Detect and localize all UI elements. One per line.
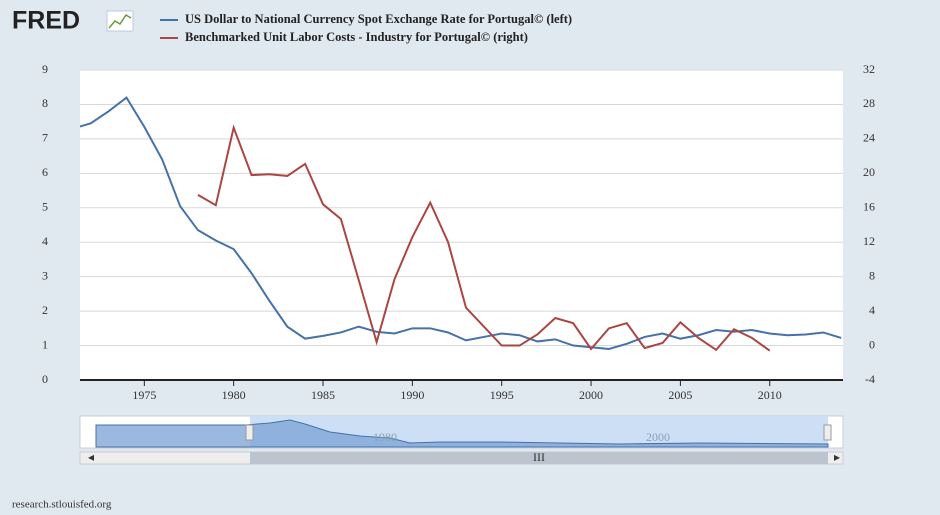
x-tick-label: 2000 [579,388,603,402]
navigator-label: 1980 [373,430,397,444]
y2-tick-label: 8 [869,268,875,282]
y-tick-label: 0 [42,372,48,386]
y2-tick-label: 32 [863,62,875,76]
x-tick-label: 2010 [758,388,782,402]
logo: FRED [12,7,80,35]
legend-label: Benchmarked Unit Labor Costs - Industry … [185,30,528,44]
y2-tick-label: 4 [869,303,875,317]
y-tick-label: 2 [42,303,48,317]
x-tick-label: 1985 [311,388,335,402]
y-tick-label: 5 [42,200,48,214]
y-tick-label: 4 [42,234,48,248]
scrollbar-grip[interactable]: III [533,450,545,464]
y-tick-label: 7 [42,131,48,145]
series-line [80,96,842,351]
legend-label: US Dollar to National Currency Spot Exch… [185,12,572,26]
plot-area [80,70,843,380]
navigator: ◂ ▸ [79,415,844,465]
y-tick-label: 1 [42,337,48,351]
x-tick-label: 1975 [132,388,156,402]
y2-tick-label: 0 [869,337,875,351]
logo-icon [106,10,134,32]
y-tick-label: 8 [42,96,48,110]
x-tick-label: 1990 [400,388,424,402]
scroll-right[interactable]: ▸ [834,450,840,464]
y-tick-label: 3 [42,268,48,282]
scroll-left[interactable]: ◂ [88,450,94,464]
source: research.stlouisfed.org [12,499,112,511]
series-line [197,124,771,352]
y2-tick-label: -4 [865,372,875,386]
y-tick-label: 9 [42,62,48,76]
navigator-label: 2000 [646,430,670,444]
x-tick-label: 2005 [668,388,692,402]
y-tick-label: 6 [42,165,48,179]
y2-tick-label: 28 [863,96,875,110]
plot-lines [80,96,842,352]
y2-tick-label: 12 [863,234,875,248]
x-tick-label: 1980 [222,388,246,402]
y2-tick-label: 20 [863,165,875,179]
y2-tick-label: 24 [863,131,875,145]
x-tick-label: 1995 [490,388,514,402]
y2-tick-label: 16 [863,200,875,214]
